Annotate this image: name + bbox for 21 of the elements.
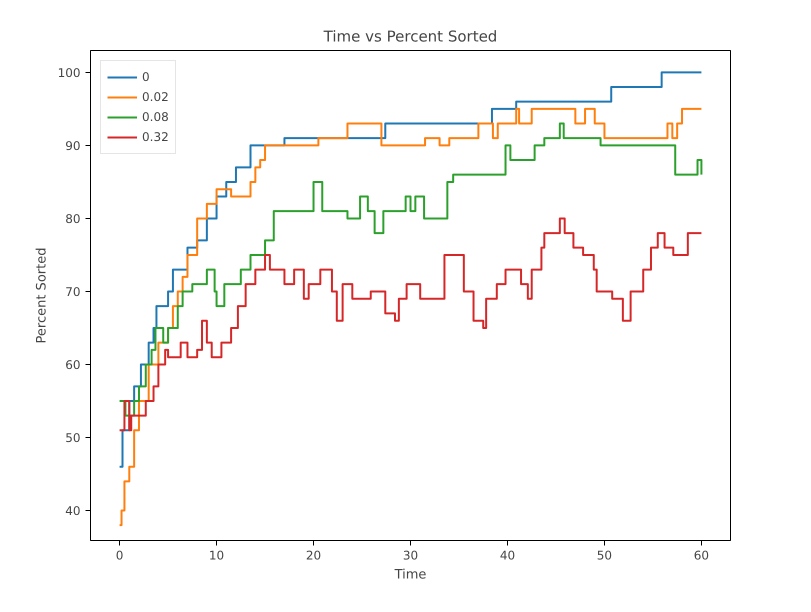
x-tick-label: 20 — [306, 548, 322, 562]
y-tick-label: 60 — [65, 358, 81, 372]
chart-title: Time vs Percent Sorted — [322, 28, 498, 46]
y-tick-label: 50 — [65, 431, 81, 446]
x-tick-label: 10 — [208, 548, 224, 562]
x-tick-label: 30 — [402, 548, 418, 562]
y-tick-label: 100 — [58, 66, 80, 80]
legend-label: 0.02 — [142, 90, 169, 104]
x-tick-label: 60 — [694, 548, 710, 562]
x-axis-title: Time — [394, 568, 426, 582]
legend-label: 0.32 — [142, 130, 169, 144]
y-axis-title: Percent Sorted — [34, 248, 50, 344]
y-tick-label: 70 — [65, 284, 81, 299]
x-tick-label: 50 — [596, 548, 612, 562]
legend-label: 0 — [142, 70, 151, 84]
y-tick-label: 40 — [65, 504, 81, 518]
x-tick-label: 0 — [116, 548, 124, 562]
x-tick-label: 40 — [500, 548, 516, 562]
y-tick-label: 80 — [65, 212, 81, 226]
y-tick-label: 90 — [65, 138, 81, 153]
legend-label: 0.08 — [142, 110, 169, 124]
